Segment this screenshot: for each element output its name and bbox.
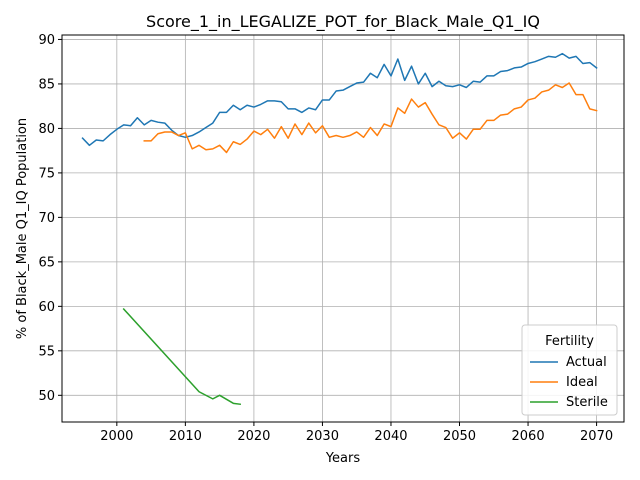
x-tick-label: 2060 bbox=[512, 429, 545, 444]
y-tick-label: 75 bbox=[38, 166, 55, 181]
x-tick-label: 2050 bbox=[443, 429, 476, 444]
x-axis-ticks: 2000 2010 2020 2030 2040 2050 2060 2070 bbox=[100, 422, 613, 444]
y-tick-label: 65 bbox=[38, 255, 55, 270]
legend-box bbox=[521, 324, 618, 416]
y-tick-label: 70 bbox=[38, 211, 55, 226]
x-tick-label: 2020 bbox=[237, 429, 270, 444]
x-tick-label: 2010 bbox=[169, 429, 202, 444]
x-tick-label: 2040 bbox=[374, 429, 407, 444]
x-tick-label: 2070 bbox=[580, 429, 613, 444]
y-axis-label: % of Black_Male Q1_IQ Population bbox=[15, 118, 30, 339]
x-axis-label: Years bbox=[325, 451, 361, 466]
y-tick-label: 55 bbox=[38, 344, 55, 359]
y-tick-label: 90 bbox=[38, 33, 55, 48]
y-tick-label: 60 bbox=[38, 300, 55, 315]
series-layer bbox=[81, 52, 598, 406]
chart-title: Score_1_in_LEGALIZE_POT_for_Black_Male_Q… bbox=[146, 12, 540, 32]
series-line-sterile bbox=[122, 307, 242, 406]
series-line-actual bbox=[81, 52, 598, 147]
x-tick-label: 2030 bbox=[306, 429, 339, 444]
legend-label-sterile: Sterile bbox=[566, 395, 608, 410]
y-tick-label: 85 bbox=[38, 77, 55, 92]
legend-label-actual: Actual bbox=[566, 355, 607, 370]
series-line-ideal bbox=[143, 82, 598, 154]
legend: Fertility Actual Ideal Sterile bbox=[521, 324, 618, 416]
y-tick-label: 80 bbox=[38, 122, 55, 137]
plot-frame bbox=[61, 34, 625, 423]
y-tick-label: 50 bbox=[38, 389, 55, 404]
legend-entries: Actual Ideal Sterile bbox=[530, 355, 608, 410]
legend-title: Fertility bbox=[545, 334, 594, 349]
x-tick-label: 2000 bbox=[100, 429, 133, 444]
legend-label-ideal: Ideal bbox=[566, 375, 598, 390]
y-axis-ticks: 50 55 60 65 70 75 80 85 90 bbox=[38, 33, 62, 404]
